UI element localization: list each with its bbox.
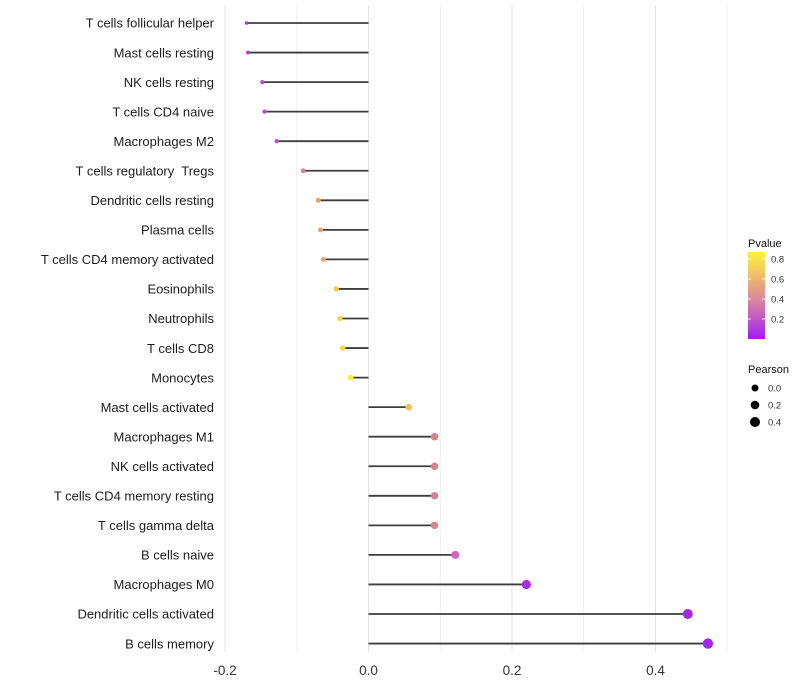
lollipop-row: Mast cells activated (101, 400, 412, 415)
point-dot (430, 462, 439, 470)
point-dot (315, 197, 321, 203)
x-tick-label: 0.0 (359, 663, 378, 678)
lollipop-row: Plasma cells (141, 223, 369, 238)
lollipop-row: T cells CD4 memory activated (41, 252, 369, 267)
lollipop-row: T cells CD8 (147, 341, 369, 356)
lollipop-row: Macrophages M1 (114, 429, 439, 444)
category-label: Eosinophils (148, 282, 215, 297)
category-label: T cells CD8 (147, 341, 214, 356)
point-dot (300, 168, 306, 174)
point-dot (521, 579, 531, 590)
point-dot (274, 139, 279, 144)
pearson-size-dot (750, 417, 760, 427)
pearson-legend-title: Pearson (748, 364, 789, 376)
category-label: NK cells activated (111, 459, 214, 474)
pvalue-tick-label: 0.2 (771, 315, 784, 326)
point-dot (430, 433, 439, 441)
category-label: Dendritic cells activated (77, 607, 214, 622)
category-label: Dendritic cells resting (90, 193, 214, 208)
pvalue-legend: Pvalue 0.8 0.6 0.4 0.2 (748, 238, 784, 339)
lollipop-row: Monocytes (151, 370, 369, 385)
lollipop-row: Neutrophils (148, 311, 369, 326)
point-dot (244, 21, 249, 25)
point-dot (337, 315, 343, 322)
category-label: T cells regulatory Tregs (76, 163, 215, 178)
point-dot (320, 256, 326, 262)
point-dot (405, 403, 412, 411)
x-tick-label: 0.4 (646, 663, 665, 678)
category-label: T cells gamma delta (98, 518, 215, 533)
category-label: Mast cells activated (101, 400, 214, 415)
point-dot (347, 374, 354, 381)
lollipop-row: T cells gamma delta (98, 518, 439, 533)
lollipop-row: B cells memory (125, 636, 714, 651)
category-label: Macrophages M2 (114, 134, 214, 149)
lollipop-row: Eosinophils (148, 282, 369, 297)
lollipop-row: Dendritic cells activated (77, 607, 693, 622)
category-label: T cells follicular helper (86, 16, 215, 31)
lollipop-row: Mast cells resting (114, 45, 369, 60)
x-axis: -0.2 0.0 0.2 0.4 (213, 663, 665, 678)
category-label: NK cells resting (124, 75, 214, 90)
lollipop-row: T cells CD4 naive (112, 104, 369, 119)
lollipop-row: B cells naive (141, 548, 460, 563)
category-label: Macrophages M1 (114, 429, 214, 444)
category-label: T cells CD4 naive (112, 104, 214, 119)
x-tick-label: -0.2 (213, 663, 236, 678)
point-dot (430, 492, 439, 500)
category-label: T cells CD4 memory resting (54, 489, 214, 504)
lollipop-row: Macrophages M0 (114, 577, 531, 592)
lollipop-row: NK cells resting (124, 75, 369, 90)
pearson-size-label: 0.4 (768, 418, 781, 429)
point-dot (451, 550, 460, 559)
category-label: Neutrophils (148, 311, 214, 326)
pearson-size-label: 0.2 (768, 401, 781, 412)
pearson-size-label: 0.0 (768, 384, 781, 395)
lollipop-row: T cells CD4 memory resting (54, 489, 439, 504)
lollipop-row: T cells follicular helper (86, 16, 369, 31)
x-tick-label: 0.2 (503, 663, 522, 678)
category-label: B cells naive (141, 548, 214, 563)
pvalue-tick-label: 0.8 (771, 255, 784, 266)
pearson-size-dot (751, 384, 759, 392)
point-dot (246, 50, 250, 55)
gridlines (224, 5, 728, 652)
lollipop-row: Macrophages M2 (114, 134, 369, 149)
point-dot (682, 609, 693, 619)
point-dot (262, 109, 267, 114)
point-dot (339, 345, 346, 351)
pearson-legend: Pearson 0.0 0.2 0.4 (748, 364, 789, 429)
pvalue-tick-label: 0.6 (771, 275, 784, 286)
category-label: Macrophages M0 (114, 577, 214, 592)
pvalue-colorbar (748, 252, 765, 339)
point-dot (702, 638, 714, 649)
lollipop-row: T cells regulatory Tregs (76, 163, 369, 178)
point-dot (333, 286, 339, 292)
pvalue-legend-title: Pvalue (748, 238, 782, 250)
category-label: Monocytes (151, 370, 214, 385)
category-label: T cells CD4 memory activated (41, 252, 214, 267)
point-dot (260, 80, 265, 85)
pvalue-tick-label: 0.4 (771, 295, 784, 306)
point-dot (317, 227, 323, 233)
pearson-size-dot (750, 400, 760, 410)
category-label: Mast cells resting (114, 45, 214, 60)
point-dot (430, 521, 439, 530)
lollipop-row: Dendritic cells resting (90, 193, 369, 208)
category-label: Plasma cells (141, 223, 214, 238)
category-label: B cells memory (125, 636, 214, 651)
lollipop-row: NK cells activated (111, 459, 439, 474)
